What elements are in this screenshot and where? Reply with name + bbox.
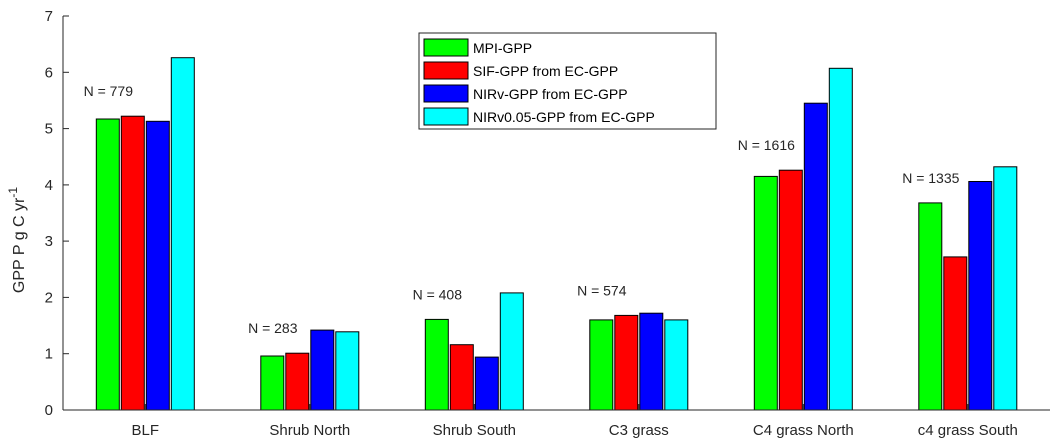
annotation-3: N = 408 (413, 286, 463, 302)
bar-1-series-3 (145, 120, 170, 411)
bar-3-series-2 (449, 344, 474, 411)
annotation-5: N = 1616 (738, 137, 795, 153)
x-tick-label-3: Shrub South (433, 422, 516, 439)
bars-layer (95, 57, 1018, 411)
x-tick-label-5: C4 grass North (753, 422, 854, 439)
bar-4-series-3 (639, 312, 664, 411)
y-tick-label-8: 7 (45, 8, 53, 25)
bar-2-series-3 (310, 329, 335, 411)
annotation-6: N = 1335 (902, 170, 959, 186)
axes-layer: BLF Shrub North Shrub South C3 grass C4 gras… (45, 8, 1050, 439)
bar-6-series-4 (993, 166, 1018, 411)
annotations-layer: N = 779 N = 283 N = 408 N = 574 N = 1616 N = … (84, 83, 960, 336)
legend-label-2: SIF-GPP from EC-GPP (473, 63, 618, 79)
x-tick-label-2: Shrub North (269, 422, 350, 439)
legend-swatch-4 (423, 107, 469, 126)
legend-swatch-1 (423, 38, 469, 57)
legend-swatch-3 (423, 84, 469, 103)
legend-label-1: MPI-GPP (473, 40, 532, 56)
bar-2-series-4 (335, 331, 360, 411)
annotation-1: N = 779 (84, 83, 134, 99)
bar-5-series-3 (803, 102, 828, 411)
bar-3-series-4 (499, 292, 524, 411)
y-axis-label-superscript: -1 (6, 187, 20, 198)
x-tick-label-1: BLF (132, 422, 160, 439)
bar-2-series-2 (285, 352, 310, 411)
bar-2-series-1 (260, 355, 285, 411)
bar-6-series-3 (968, 181, 993, 411)
legend-label-4: NIRv0.05-GPP from EC-GPP (473, 109, 655, 125)
legend-label-3: NIRv-GPP from EC-GPP (473, 86, 628, 102)
x-tick-label-4: C3 grass (609, 422, 669, 439)
bar-4-series-2 (614, 314, 639, 411)
bar-6-series-1 (918, 202, 943, 411)
annotation-4: N = 574 (577, 282, 627, 298)
y-axis-label: GPP P g C yr-1 (6, 187, 28, 293)
bar-3-series-3 (474, 356, 499, 411)
y-tick-label-5: 4 (45, 177, 53, 194)
x-tick-label-6: c4 grass South (918, 422, 1018, 439)
bar-4-series-4 (664, 319, 689, 411)
bar-1-series-4 (170, 57, 195, 411)
bar-5-series-2 (778, 169, 803, 411)
y-tick-label-3: 2 (45, 289, 53, 306)
bar-6-series-2 (943, 256, 968, 411)
annotation-2: N = 283 (248, 320, 298, 336)
y-tick-label-6: 5 (45, 121, 53, 138)
bar-1-series-1 (95, 118, 120, 411)
bar-3-series-1 (424, 318, 449, 411)
legend-swatch-2 (423, 61, 469, 80)
bar-5-series-4 (828, 67, 853, 411)
bar-1-series-2 (120, 115, 145, 411)
y-tick-label-4: 3 (45, 233, 53, 250)
y-tick-label-7: 6 (45, 64, 53, 81)
y-tick-label-2: 1 (45, 346, 53, 363)
legend: MPI-GPP SIF-GPP from EC-GPP NIRv-GPP from … (418, 32, 717, 130)
y-tick-label-1: 0 (45, 402, 53, 419)
bar-5-series-1 (753, 175, 778, 411)
bar-4-series-1 (589, 319, 614, 411)
